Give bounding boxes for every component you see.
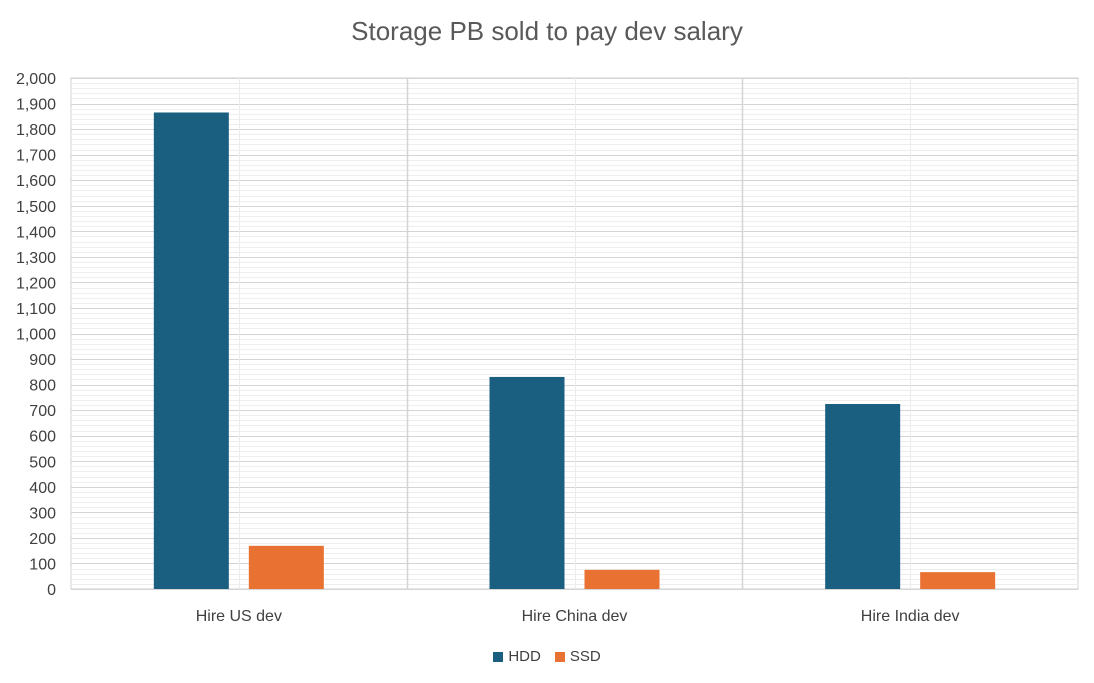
bar-ssd-2[interactable] (920, 572, 996, 589)
chart-title: Storage PB sold to pay dev salary (351, 16, 743, 46)
legend-swatch-hdd (493, 651, 504, 662)
y-tick-label: 1,600 (16, 173, 56, 190)
y-tick-label: 1,800 (16, 122, 56, 139)
y-tick-label: 800 (29, 378, 56, 395)
legend-label-ssd: SSD (569, 648, 601, 665)
bar-ssd-0[interactable] (248, 545, 324, 589)
x-tick-label: Hire US dev (196, 608, 282, 625)
y-tick-label: 1,700 (16, 148, 56, 165)
y-tick-label: 100 (29, 556, 56, 573)
y-tick-label: 1,100 (16, 301, 56, 318)
legend-swatch-ssd (554, 651, 565, 662)
y-tick-label: 1,000 (16, 327, 56, 344)
bar-hdd-1[interactable] (489, 376, 565, 589)
x-tick-label: Hire India dev (861, 608, 960, 625)
y-tick-label: 700 (29, 403, 56, 420)
bar-hdd-0[interactable] (153, 112, 229, 590)
y-tick-label: 1,900 (16, 97, 56, 114)
y-tick-label: 900 (29, 352, 56, 369)
x-tick-label: Hire China dev (522, 608, 628, 625)
legend-label-hdd: HDD (508, 648, 541, 665)
legend: HDD SSD (0, 648, 1094, 665)
y-tick-label: 500 (29, 454, 56, 471)
y-tick-label: 300 (29, 505, 56, 522)
bar-hdd-2[interactable] (825, 404, 901, 589)
y-tick-label: 1,500 (16, 199, 56, 216)
y-tick-label: 1,300 (16, 250, 56, 267)
legend-item-ssd[interactable]: SSD (554, 648, 601, 665)
y-tick-label: 400 (29, 480, 56, 497)
legend-item-hdd[interactable]: HDD (493, 648, 541, 665)
y-tick-label: 0 (47, 582, 56, 599)
y-tick-label: 2,000 (16, 71, 56, 88)
y-tick-label: 200 (29, 531, 56, 548)
y-tick-label: 600 (29, 429, 56, 446)
bar-ssd-1[interactable] (584, 569, 660, 589)
y-tick-label: 1,400 (16, 224, 56, 241)
y-tick-label: 1,200 (16, 275, 56, 292)
